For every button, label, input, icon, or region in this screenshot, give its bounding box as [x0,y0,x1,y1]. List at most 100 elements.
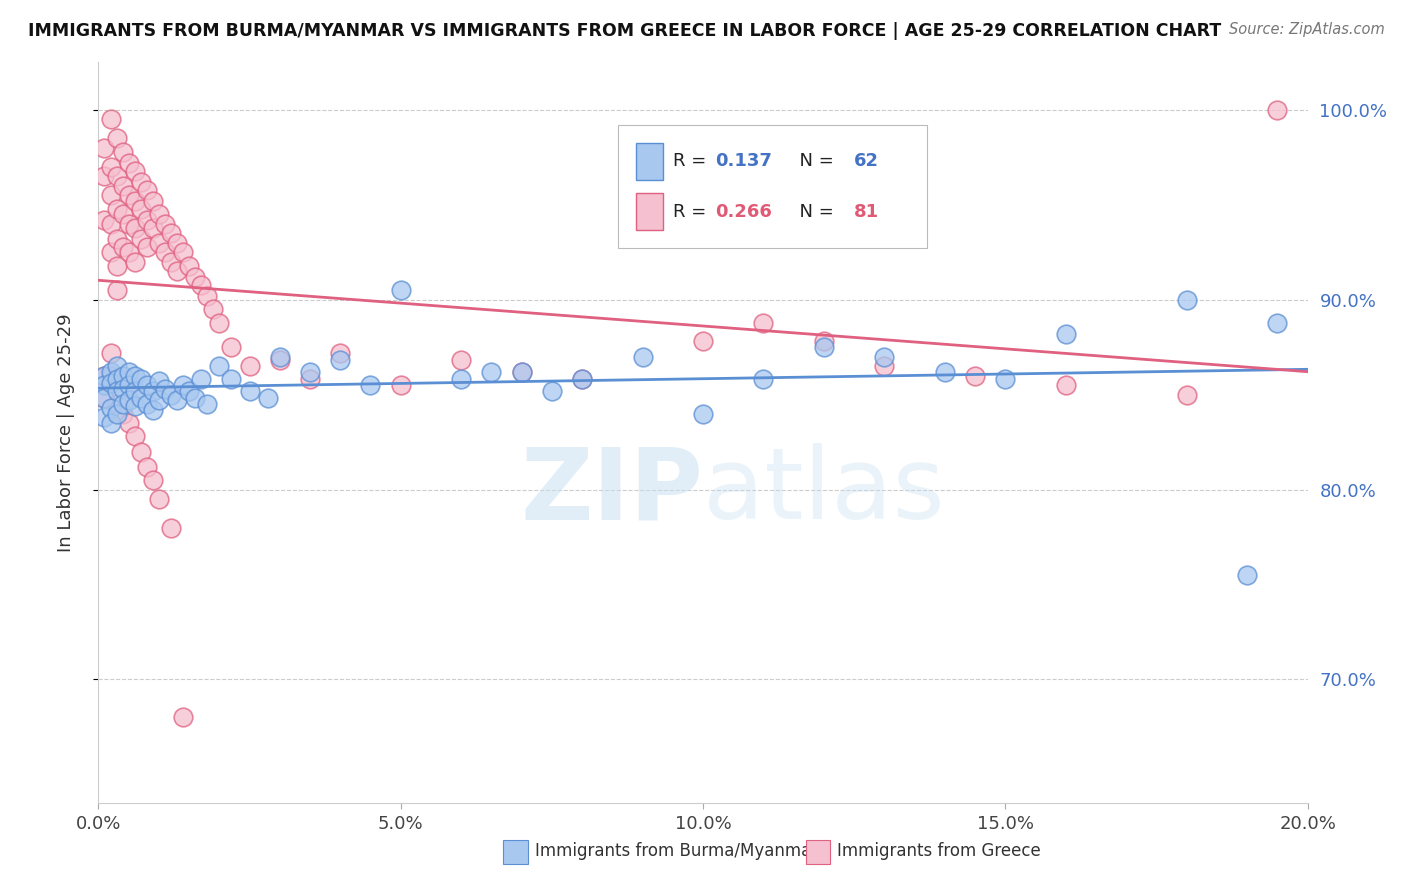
Point [135,397,157,411]
Point [105,131,128,145]
Point [118,245,141,260]
Point [111,368,134,383]
FancyBboxPatch shape [619,126,927,247]
Text: Source: ZipAtlas.com: Source: ZipAtlas.com [1229,22,1385,37]
Point [166,235,188,250]
Point [100,188,122,202]
Point [124,194,146,208]
Point [208,359,231,374]
Point [135,213,157,227]
Point [184,269,207,284]
Point [160,387,183,401]
Point [571,372,593,386]
Point [93,392,115,406]
Point [118,393,141,408]
Point [153,382,176,396]
Point [100,401,122,415]
Point [160,520,183,534]
Point [172,245,194,260]
Point [1054,378,1077,392]
Point [142,473,165,487]
Point [93,392,115,406]
Point [221,340,243,354]
Text: 0.137: 0.137 [716,153,772,170]
Text: R =: R = [672,153,711,170]
Point [135,459,157,474]
Text: IMMIGRANTS FROM BURMA/MYANMAR VS IMMIGRANTS FROM GREECE IN LABOR FORCE | AGE 25-: IMMIGRANTS FROM BURMA/MYANMAR VS IMMIGRA… [28,22,1222,40]
Point [1175,387,1198,401]
Point [124,220,146,235]
Point [118,378,141,392]
Point [1236,568,1258,582]
Point [965,368,987,383]
Point [142,194,165,208]
Y-axis label: In Labor Force | Age 25-29: In Labor Force | Age 25-29 [56,313,75,552]
Text: Immigrants from Greece: Immigrants from Greece [837,842,1040,860]
Point [100,112,122,127]
Point [329,353,352,368]
Point [135,239,157,253]
Point [93,213,115,227]
Point [148,235,170,250]
Point [111,145,134,159]
Point [269,350,291,364]
Point [111,239,134,253]
Point [540,384,562,398]
Point [111,407,134,421]
Point [129,202,152,216]
Point [195,397,218,411]
Point [100,245,122,260]
Point [299,365,322,379]
Point [142,220,165,235]
Point [124,368,146,383]
Point [160,227,183,241]
Point [118,156,141,170]
Point [190,277,212,292]
Point [124,399,146,413]
Point [450,372,472,386]
Point [129,444,152,458]
Point [389,378,412,392]
Point [179,384,201,398]
Text: ZIP: ZIP [520,443,703,541]
Point [166,393,188,408]
Point [329,346,352,360]
Point [1175,293,1198,307]
Point [100,376,122,391]
Point [93,169,115,184]
Point [172,710,194,724]
Point [93,378,115,392]
Text: Immigrants from Burma/Myanmar: Immigrants from Burma/Myanmar [534,842,818,860]
Point [360,378,382,392]
Point [93,368,115,383]
Point [148,375,170,389]
Point [105,169,128,184]
Text: 62: 62 [855,153,879,170]
Point [93,368,115,383]
Point [752,316,775,330]
FancyBboxPatch shape [637,194,664,230]
Text: R =: R = [672,202,711,220]
FancyBboxPatch shape [637,143,664,179]
Point [510,365,533,379]
FancyBboxPatch shape [503,840,527,864]
Point [692,334,714,349]
Point [873,350,896,364]
Point [1054,326,1077,341]
Point [111,207,134,221]
Point [389,283,412,297]
Point [153,217,176,231]
Point [100,368,122,383]
Point [111,382,134,396]
Point [129,372,152,386]
Point [148,393,170,408]
Point [153,245,176,260]
Point [124,163,146,178]
Point [269,353,291,368]
Point [118,365,141,379]
Point [129,175,152,189]
Point [124,254,146,268]
Point [105,384,128,398]
Point [1267,103,1289,117]
Point [202,302,225,317]
